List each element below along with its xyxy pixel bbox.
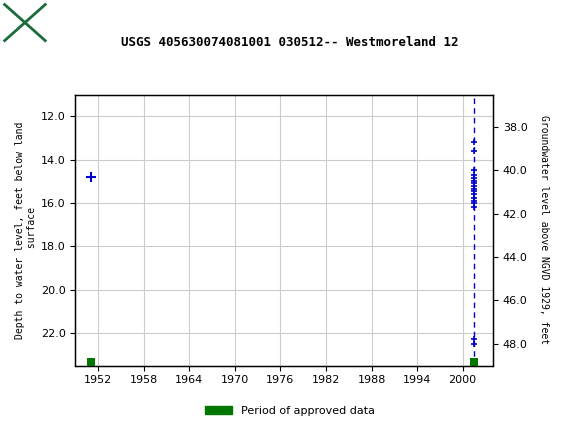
Text: USGS: USGS [55, 14, 110, 31]
Y-axis label: Groundwater level above NGVD 1929, feet: Groundwater level above NGVD 1929, feet [539, 116, 549, 344]
Text: USGS 405630074081001 030512-- Westmoreland 12: USGS 405630074081001 030512-- Westmorela… [121, 37, 459, 49]
Y-axis label: Depth to water level, feet below land
 surface: Depth to water level, feet below land su… [15, 121, 37, 339]
Legend: Period of approved data: Period of approved data [200, 401, 380, 420]
FancyBboxPatch shape [5, 4, 45, 41]
